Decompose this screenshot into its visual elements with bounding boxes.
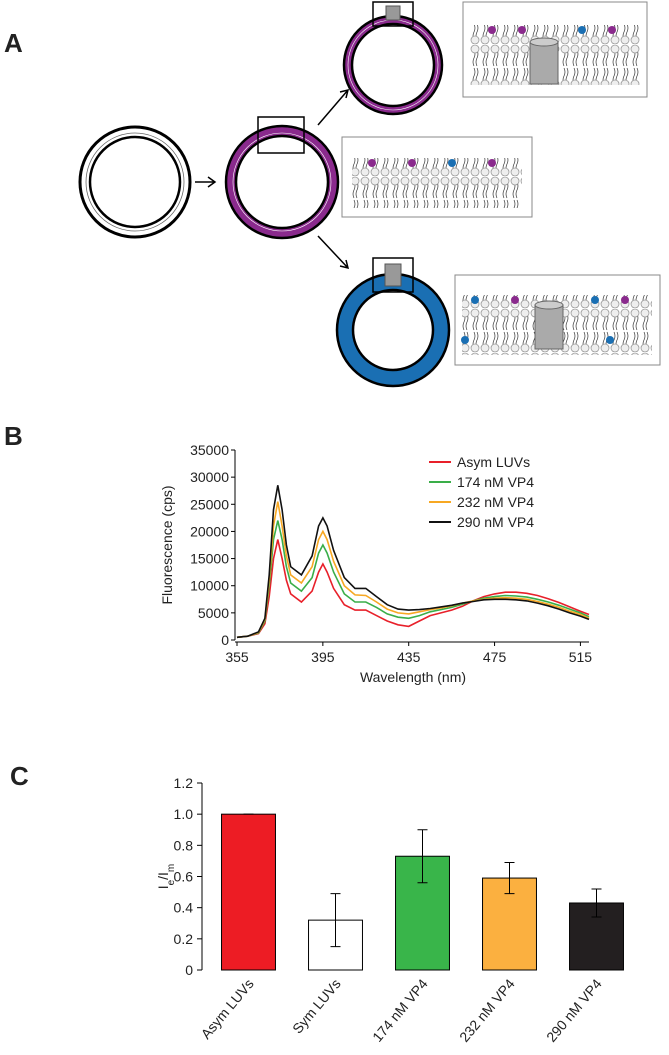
x-tick-label: 290 nM VP4: [543, 975, 605, 1044]
y-tick-label: 0: [221, 632, 229, 648]
x-tick-label: Sym LUVs: [289, 976, 344, 1037]
y-tick-label: 15000: [190, 551, 229, 567]
x-axis-label: Wavelength (nm): [360, 669, 466, 685]
x-tick-label: 355: [225, 649, 249, 665]
error-bar: [417, 829, 428, 884]
y-tick-label: 10000: [190, 578, 229, 594]
series-line: [236, 520, 590, 639]
error-bar: [504, 861, 515, 895]
y-tick-label: 25000: [190, 496, 229, 512]
y-tick-label: 0.6: [174, 869, 194, 885]
y-axis-label-part: I: [155, 885, 171, 889]
y-axis-label: Fluorescence (cps): [159, 485, 175, 604]
y-tick-label: 1.0: [174, 806, 194, 822]
x-tick-label: Asym LUVs: [198, 976, 257, 1042]
x-tick-label: 174 nM VP4: [369, 975, 431, 1044]
x-tick-label: 515: [569, 649, 593, 665]
y-axis-label: Ie/Im: [155, 864, 177, 890]
y-tick-label: 5000: [198, 605, 229, 621]
y-tick-label: 35000: [190, 442, 229, 458]
bar: [221, 813, 276, 971]
legend-label: 232 nM VP4: [457, 494, 534, 510]
y-tick-label: 20000: [190, 523, 229, 539]
x-tick-label: 232 nM VP4: [456, 975, 518, 1044]
y-tick-label: 0.8: [174, 837, 194, 853]
x-tick-label: 435: [397, 649, 421, 665]
legend-label: 290 nM VP4: [457, 514, 534, 530]
error-bar: [330, 893, 341, 948]
x-tick-label: 475: [483, 649, 507, 665]
y-axis-label-part: /I: [155, 872, 171, 880]
legend-label: Asym LUVs: [457, 454, 530, 470]
panel-label: C: [10, 761, 29, 791]
y-axis-label-part: e: [166, 879, 177, 885]
y-tick-label: 1.2: [174, 775, 194, 791]
x-tick-label: 395: [311, 649, 335, 665]
legend-label: 174 nM VP4: [457, 474, 534, 490]
series-line: [236, 501, 590, 639]
diagram: [78, 1, 661, 388]
y-axis-label-part: m: [166, 864, 177, 872]
y-tick-label: 0.2: [174, 931, 194, 947]
series-line: [236, 485, 590, 639]
series-line: [236, 539, 590, 639]
y-tick-label: 30000: [190, 469, 229, 485]
y-tick-label: 0.4: [174, 900, 194, 916]
y-tick-label: 0: [185, 962, 193, 978]
panel-label: A: [4, 28, 23, 58]
error-bar: [591, 888, 602, 918]
panel-label: B: [4, 421, 23, 451]
